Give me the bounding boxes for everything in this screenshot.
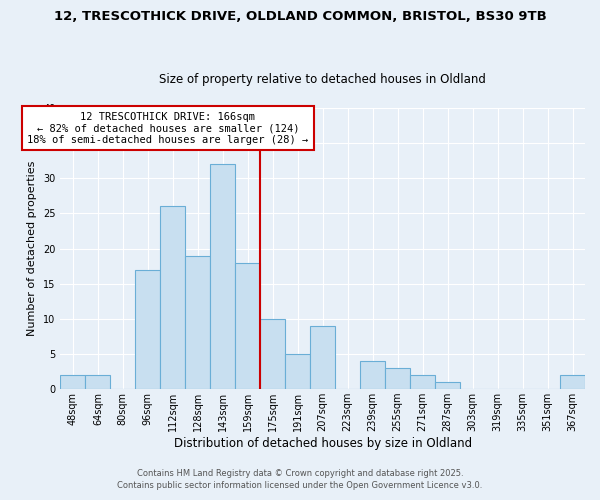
Bar (136, 270, 160, 389)
Bar (260, 319, 285, 389)
Text: 12, TRESCOTHICK DRIVE, OLDLAND COMMON, BRISTOL, BS30 9TB: 12, TRESCOTHICK DRIVE, OLDLAND COMMON, B… (53, 10, 547, 23)
Bar (410, 375, 435, 389)
Bar (310, 326, 335, 389)
Bar (560, 375, 585, 389)
Bar (85, 375, 110, 389)
Bar (360, 361, 385, 389)
Y-axis label: Number of detached properties: Number of detached properties (28, 161, 37, 336)
Bar (185, 256, 210, 389)
Title: Size of property relative to detached houses in Oldland: Size of property relative to detached ho… (159, 73, 486, 86)
Bar (160, 206, 185, 389)
X-axis label: Distribution of detached houses by size in Oldland: Distribution of detached houses by size … (173, 437, 472, 450)
Bar (385, 368, 410, 389)
Bar (285, 354, 310, 389)
Bar (210, 164, 235, 389)
Bar (435, 382, 460, 389)
Bar (235, 262, 260, 389)
Text: 12 TRESCOTHICK DRIVE: 166sqm
← 82% of detached houses are smaller (124)
18% of s: 12 TRESCOTHICK DRIVE: 166sqm ← 82% of de… (27, 112, 308, 144)
Text: Contains HM Land Registry data © Crown copyright and database right 2025.
Contai: Contains HM Land Registry data © Crown c… (118, 468, 482, 490)
Bar (61, 375, 85, 389)
